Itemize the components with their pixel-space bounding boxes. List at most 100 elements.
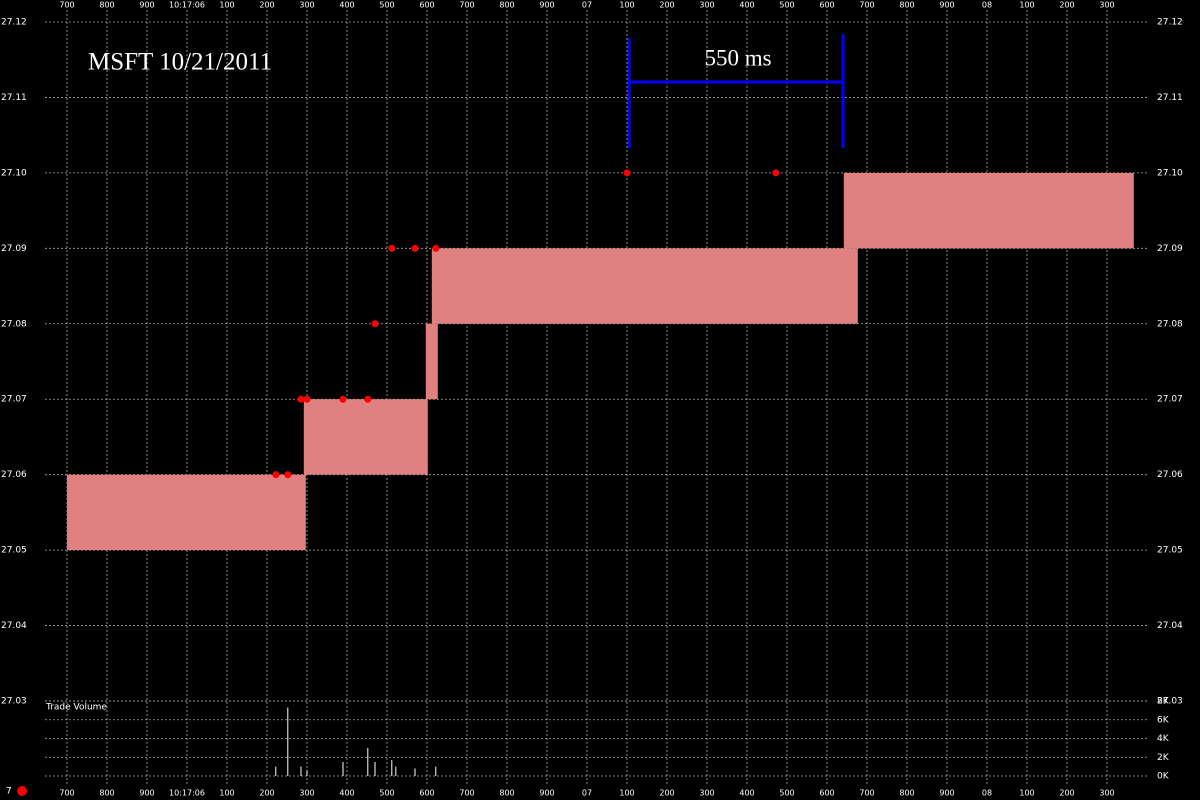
x-tick-label: 400 bbox=[739, 789, 754, 798]
chart-title: MSFT 10/21/2011 bbox=[88, 49, 272, 76]
y-tick-label: 27.04 bbox=[1157, 621, 1183, 631]
x-tick-label: 600 bbox=[419, 789, 434, 798]
y-tick-label: 27.09 bbox=[1, 244, 27, 254]
y-tick-label: 27.11 bbox=[1, 93, 27, 103]
x-tick-label: 100 bbox=[1019, 789, 1034, 798]
x-tick-label: 300 bbox=[1099, 1, 1114, 10]
volume-title: Trade Volume bbox=[45, 703, 107, 713]
y-tick-label: 27.10 bbox=[1, 168, 27, 178]
x-tick-label: 700 bbox=[59, 1, 74, 10]
x-tick-label: 07 bbox=[582, 789, 592, 798]
y-tick-label: 27.07 bbox=[1, 395, 27, 405]
x-tick-label: 500 bbox=[379, 1, 394, 10]
x-tick-label: 07 bbox=[582, 1, 592, 10]
x-tick-label: 400 bbox=[739, 1, 754, 10]
trade bbox=[303, 395, 311, 403]
x-tick-label: 300 bbox=[299, 1, 314, 10]
x-tick-label: 08 bbox=[982, 789, 992, 798]
x-tick-label: 800 bbox=[499, 1, 514, 10]
volume-tick-label: 6K bbox=[1157, 715, 1170, 725]
x-tick-label: 700 bbox=[59, 789, 74, 798]
x-tick-label: 100 bbox=[219, 1, 234, 10]
trade bbox=[772, 169, 780, 177]
volume-tick-label: 2K bbox=[1157, 753, 1170, 763]
x-tick-label: 100 bbox=[619, 789, 634, 798]
trade bbox=[411, 244, 419, 252]
time-bracket bbox=[627, 34, 845, 148]
y-tick-label: 27.08 bbox=[1157, 319, 1183, 329]
x-tick-label: 10:17:06 bbox=[169, 789, 205, 798]
x-tick-label: 200 bbox=[1059, 1, 1074, 10]
x-tick-label: 10:17:06 bbox=[169, 1, 205, 10]
y-tick-label: 27.05 bbox=[1157, 546, 1183, 556]
y-tick-label: 27.03 bbox=[1157, 697, 1183, 707]
x-tick-label: 400 bbox=[339, 789, 354, 798]
y-tick-label: 27.03 bbox=[1, 697, 27, 707]
x-tick-label: 900 bbox=[539, 789, 554, 798]
quote-band bbox=[843, 172, 1134, 249]
x-tick-label: 600 bbox=[819, 1, 834, 10]
quote-band bbox=[67, 474, 306, 551]
x-tick-label: 800 bbox=[499, 789, 514, 798]
trade bbox=[297, 395, 305, 403]
trade bbox=[371, 320, 379, 328]
y-tick-label: 27.12 bbox=[1, 18, 27, 28]
x-tick-label: 800 bbox=[899, 789, 914, 798]
x-tick-label: 200 bbox=[259, 789, 274, 798]
y-tick-label: 27.05 bbox=[1, 546, 27, 556]
trade bbox=[339, 395, 347, 403]
annotation: 550 ms bbox=[704, 45, 771, 70]
x-tick-label: 08 bbox=[982, 1, 992, 10]
x-tick-label: 200 bbox=[259, 1, 274, 10]
x-tick-label: 100 bbox=[1019, 1, 1034, 10]
x-tick-label: 300 bbox=[699, 1, 714, 10]
x-tick-label: 800 bbox=[99, 789, 114, 798]
y-tick-label: 27.07 bbox=[1157, 395, 1183, 405]
x-tick-label: 300 bbox=[299, 789, 314, 798]
legend-label: 7 bbox=[6, 787, 12, 797]
x-tick-label: 400 bbox=[339, 1, 354, 10]
x-tick-label: 700 bbox=[859, 1, 874, 10]
x-tick-label: 700 bbox=[859, 789, 874, 798]
x-tick-label: 800 bbox=[99, 1, 114, 10]
y-tick-label: 27.09 bbox=[1157, 244, 1183, 254]
y-tick-label: 27.06 bbox=[1157, 470, 1183, 480]
y-tick-label: 27.11 bbox=[1157, 93, 1183, 103]
x-tick-label: 100 bbox=[219, 789, 234, 798]
grid bbox=[45, 10, 1147, 784]
trade bbox=[432, 244, 440, 252]
x-tick-label: 900 bbox=[139, 789, 154, 798]
y-tick-label: 27.04 bbox=[1, 621, 27, 631]
x-tick-label: 700 bbox=[459, 1, 474, 10]
x-tick-label: 200 bbox=[659, 1, 674, 10]
y-tick-label: 27.12 bbox=[1157, 18, 1183, 28]
trade bbox=[284, 471, 292, 479]
volume-tick-label: 4K bbox=[1157, 734, 1170, 744]
quote-band bbox=[431, 248, 858, 324]
volume-tick-label: 0K bbox=[1157, 772, 1170, 782]
x-tick-label: 900 bbox=[539, 1, 554, 10]
marks bbox=[67, 169, 1134, 776]
y-tick-label: 27.08 bbox=[1, 319, 27, 329]
trade bbox=[388, 244, 396, 252]
x-tick-label: 200 bbox=[659, 789, 674, 798]
x-tick-label: 900 bbox=[139, 1, 154, 10]
x-tick-label: 600 bbox=[419, 1, 434, 10]
x-tick-label: 100 bbox=[619, 1, 634, 10]
x-tick-label: 700 bbox=[459, 789, 474, 798]
x-tick-label: 800 bbox=[899, 1, 914, 10]
x-tick-label: 900 bbox=[939, 1, 954, 10]
x-tick-label: 600 bbox=[819, 789, 834, 798]
trade bbox=[364, 395, 372, 403]
x-tick-label: 900 bbox=[939, 789, 954, 798]
x-tick-label: 500 bbox=[379, 789, 394, 798]
trade bbox=[623, 169, 631, 177]
y-tick-label: 27.06 bbox=[1, 470, 27, 480]
trade bbox=[272, 471, 280, 479]
quote-band bbox=[303, 399, 428, 475]
x-tick-label: 500 bbox=[779, 789, 794, 798]
quote-band bbox=[425, 323, 438, 400]
